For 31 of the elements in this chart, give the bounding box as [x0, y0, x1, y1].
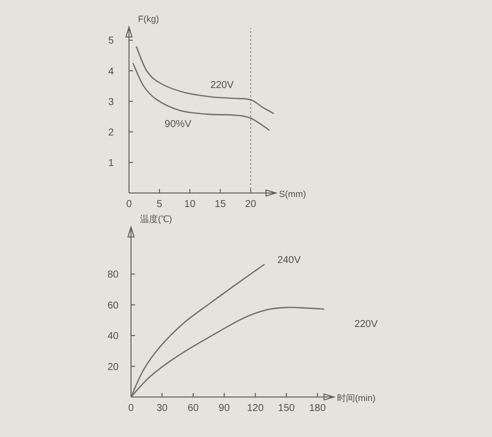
x-tick-label: 20 [245, 199, 257, 210]
text: 220V [354, 319, 378, 330]
x-tick-label: 0 [126, 199, 132, 210]
x-tick-label: 15 [214, 199, 226, 210]
line-series [136, 46, 274, 114]
y-tick-label: 4 [108, 66, 114, 78]
x-tick-label: 60 [188, 403, 200, 414]
y-tick-label: 3 [108, 96, 114, 108]
y-tick-label: 20 [107, 362, 119, 373]
line-series [132, 62, 270, 132]
x-axis-title: 时间(min) [337, 393, 376, 403]
x-tick-label: 10 [184, 199, 196, 210]
annotation: 240V [277, 255, 302, 266]
annotation: 220V [210, 80, 234, 91]
y-tick-label: 1 [108, 158, 114, 169]
annotation: 90%V [164, 119, 192, 130]
y-axis-title: 温度(℃) [140, 214, 172, 224]
x-tick-label: 150 [278, 403, 296, 414]
y-tick-label: 40 [107, 331, 119, 342]
y-tick-label: 80 [107, 270, 119, 281]
x-axis-title: S(mm) [279, 189, 306, 199]
x-tick-label: 0 [128, 403, 134, 414]
y-axis-title: F(kg) [138, 14, 159, 24]
y-tick-label: 2 [108, 127, 114, 138]
x-tick-label: 180 [309, 403, 326, 414]
x-tick-label: 120 [246, 403, 264, 414]
x-tick-label: 5 [156, 199, 163, 210]
y-tick-label: 5 [108, 36, 114, 47]
y-tick-label: 60 [107, 300, 119, 312]
x-tick-label: 90 [218, 403, 230, 414]
x-tick-label: 30 [156, 403, 168, 414]
